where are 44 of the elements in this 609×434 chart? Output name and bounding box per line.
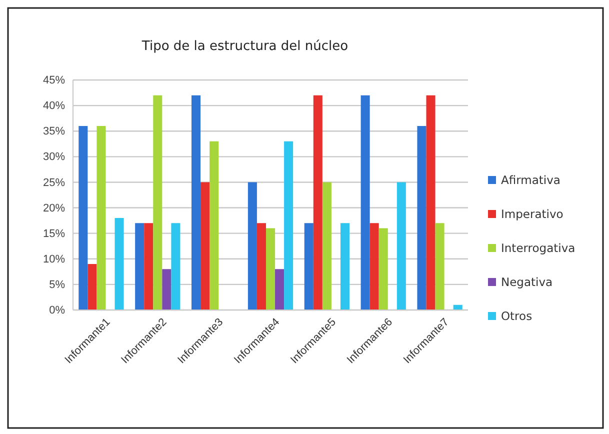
bar <box>304 223 314 310</box>
bar <box>171 223 180 310</box>
y-tick-label: 25% <box>42 176 66 189</box>
y-tick-label: 0% <box>49 304 66 317</box>
legend-label: Interrogativa <box>501 241 576 255</box>
y-tick-label: 45% <box>42 74 66 87</box>
bar <box>313 95 322 310</box>
bar <box>417 126 426 310</box>
bar <box>426 95 436 310</box>
y-tick-label: 15% <box>42 228 66 240</box>
bar <box>114 218 124 310</box>
bar <box>192 95 201 310</box>
bar <box>435 223 444 310</box>
bar <box>88 264 97 310</box>
y-tick-label: 5% <box>49 278 66 291</box>
bar <box>162 269 172 310</box>
legend-label: Otros <box>501 309 532 323</box>
bar <box>266 228 276 310</box>
y-tick-label: 40% <box>42 100 66 112</box>
legend-label: Imperativo <box>501 207 564 221</box>
bar <box>340 223 350 310</box>
bar <box>96 126 106 310</box>
bar <box>200 182 210 310</box>
legend-label: Afirmativa <box>501 173 560 187</box>
bar <box>360 95 370 310</box>
bar <box>378 228 388 310</box>
bar <box>153 95 162 310</box>
bar <box>248 182 257 310</box>
bar <box>284 141 294 310</box>
bar <box>78 126 88 310</box>
chart-title: Tipo de la estructura del núcleo <box>140 39 348 54</box>
bar <box>396 182 406 310</box>
bar <box>144 223 154 310</box>
y-tick-label: 10% <box>42 253 66 266</box>
bar <box>275 269 284 310</box>
bar <box>210 141 219 310</box>
y-tick-label: 30% <box>42 151 66 164</box>
bar <box>135 223 144 310</box>
y-tick-label: 20% <box>42 202 66 214</box>
legend-label: Negativa <box>501 275 553 289</box>
y-tick-label: 35% <box>42 126 66 138</box>
bar <box>322 182 332 310</box>
bar <box>256 223 266 310</box>
bar <box>370 223 379 310</box>
